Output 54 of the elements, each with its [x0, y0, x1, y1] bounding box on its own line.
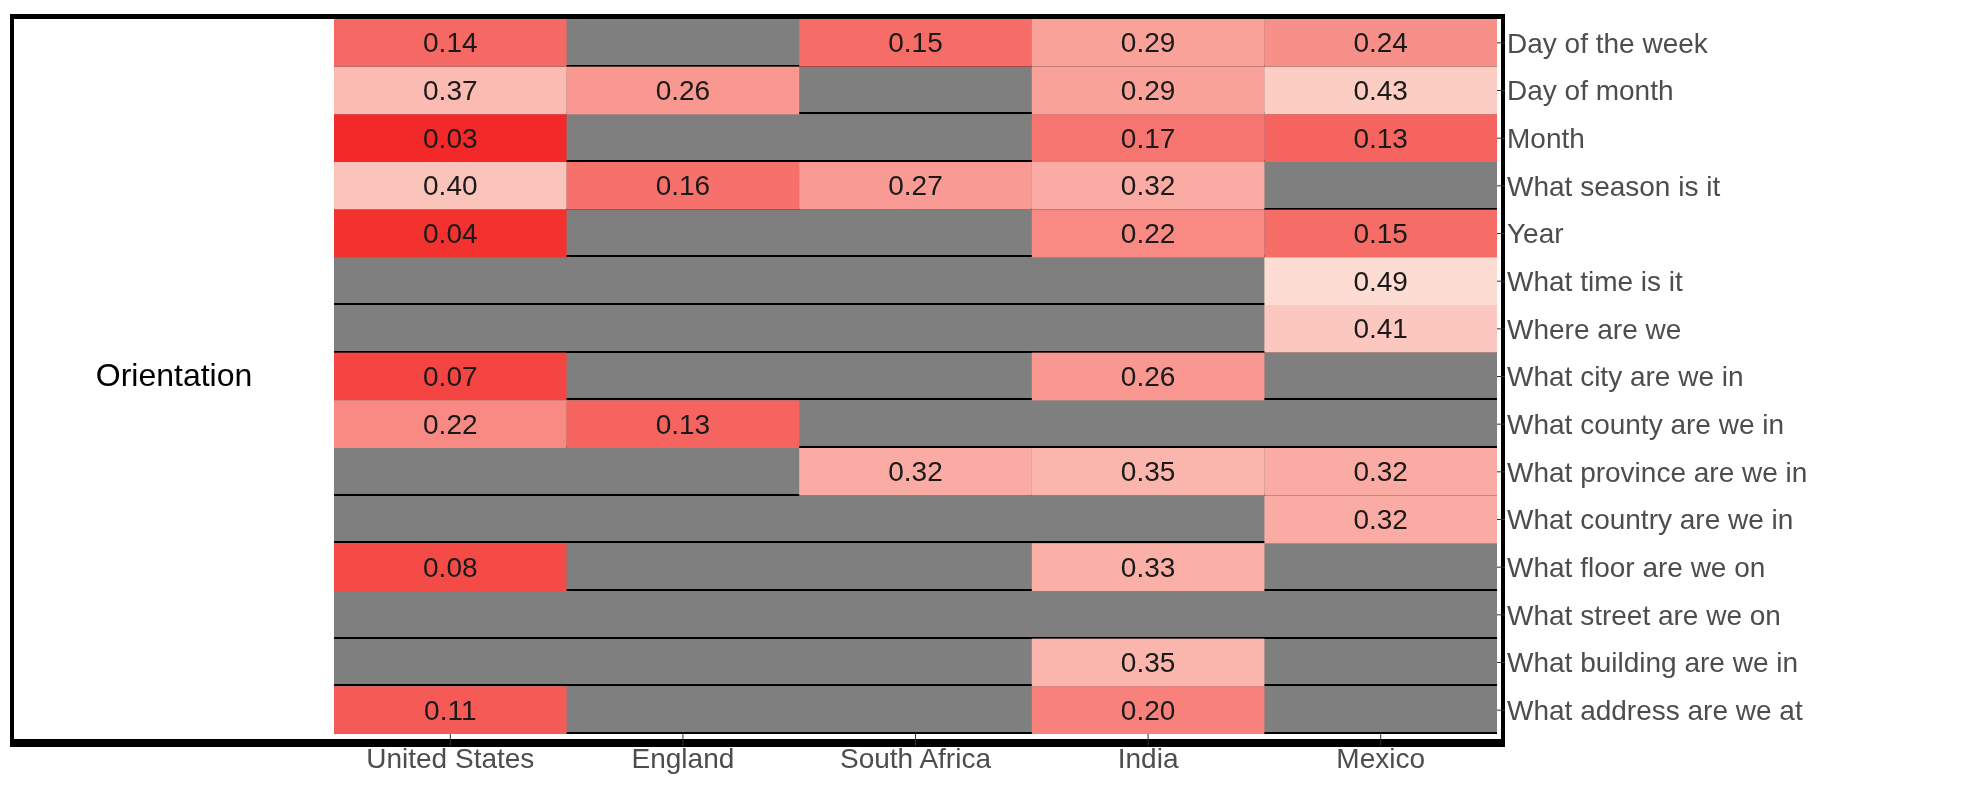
- data-label: 0.32: [1120, 170, 1176, 202]
- y-tick-label: What time is it: [1507, 266, 1684, 298]
- y-tick-label: What city are we in: [1507, 361, 1744, 393]
- data-label: 0.20: [1120, 694, 1176, 726]
- y-tick-label: What country are we in: [1507, 504, 1794, 536]
- y-tick-label: What building are we in: [1507, 647, 1799, 679]
- data-label: 0.15: [1353, 218, 1408, 249]
- y-tick-label: Where are we: [1507, 313, 1682, 345]
- data-label: 0.29: [1120, 75, 1176, 106]
- data-label: 0.35: [1120, 456, 1176, 488]
- data-label: 0.22: [1120, 218, 1176, 249]
- data-label: 0.35: [1120, 647, 1176, 678]
- y-tick-label: What address are we at: [1507, 695, 1803, 727]
- data-label: 0.08: [423, 551, 478, 583]
- x-tick-label: Mexico: [1336, 742, 1426, 774]
- data-label: 0.29: [1120, 27, 1176, 59]
- y-tick-label: What floor are we on: [1507, 552, 1766, 584]
- x-tick-label: India: [1117, 742, 1179, 774]
- y-axis-title: Orientation: [94, 356, 254, 394]
- data-label: 0.22: [423, 408, 478, 440]
- y-tick-label: Month: [1507, 123, 1585, 155]
- y-tick-label: What season is it: [1507, 170, 1721, 202]
- data-label: 0.32: [1353, 504, 1408, 535]
- data-label: 0.13: [655, 408, 711, 440]
- data-label: 0.11: [424, 694, 477, 726]
- data-label: 0.04: [423, 218, 478, 249]
- data-label: 0.41: [1353, 313, 1408, 345]
- data-label: 0.33: [1120, 551, 1176, 583]
- data-label: 0.24: [1353, 27, 1408, 59]
- y-tick-label: Year: [1507, 218, 1564, 250]
- data-label: 0.32: [1353, 456, 1408, 488]
- data-label: 0.17: [1120, 122, 1176, 154]
- y-tick-label: What province are we in: [1507, 456, 1808, 488]
- y-tick-label: What street are we on: [1507, 599, 1781, 631]
- y-tick-label: Day of month: [1507, 75, 1674, 107]
- data-label: 0.27: [888, 170, 943, 202]
- data-label: 0.13: [1353, 122, 1408, 154]
- data-label: 0.15: [888, 27, 943, 59]
- data-label: 0.49: [1353, 265, 1408, 297]
- x-tick-label: United States: [366, 742, 535, 774]
- y-tick-label: Day of the week: [1507, 27, 1709, 59]
- x-tick-label: South Africa: [840, 742, 992, 774]
- data-label: 0.40: [423, 170, 478, 202]
- x-tick-label: England: [631, 742, 735, 774]
- data-label: 0.16: [655, 170, 711, 202]
- y-tick-label: What county are we in: [1507, 409, 1785, 441]
- data-label: 0.14: [423, 27, 478, 59]
- data-label: 0.26: [1120, 361, 1176, 392]
- data-label: 0.07: [423, 361, 478, 392]
- data-label: 0.37: [423, 75, 478, 106]
- data-label: 0.43: [1353, 75, 1408, 106]
- data-label: 0.03: [423, 122, 478, 154]
- data-label: 0.26: [655, 75, 711, 106]
- data-label: 0.32: [888, 456, 943, 488]
